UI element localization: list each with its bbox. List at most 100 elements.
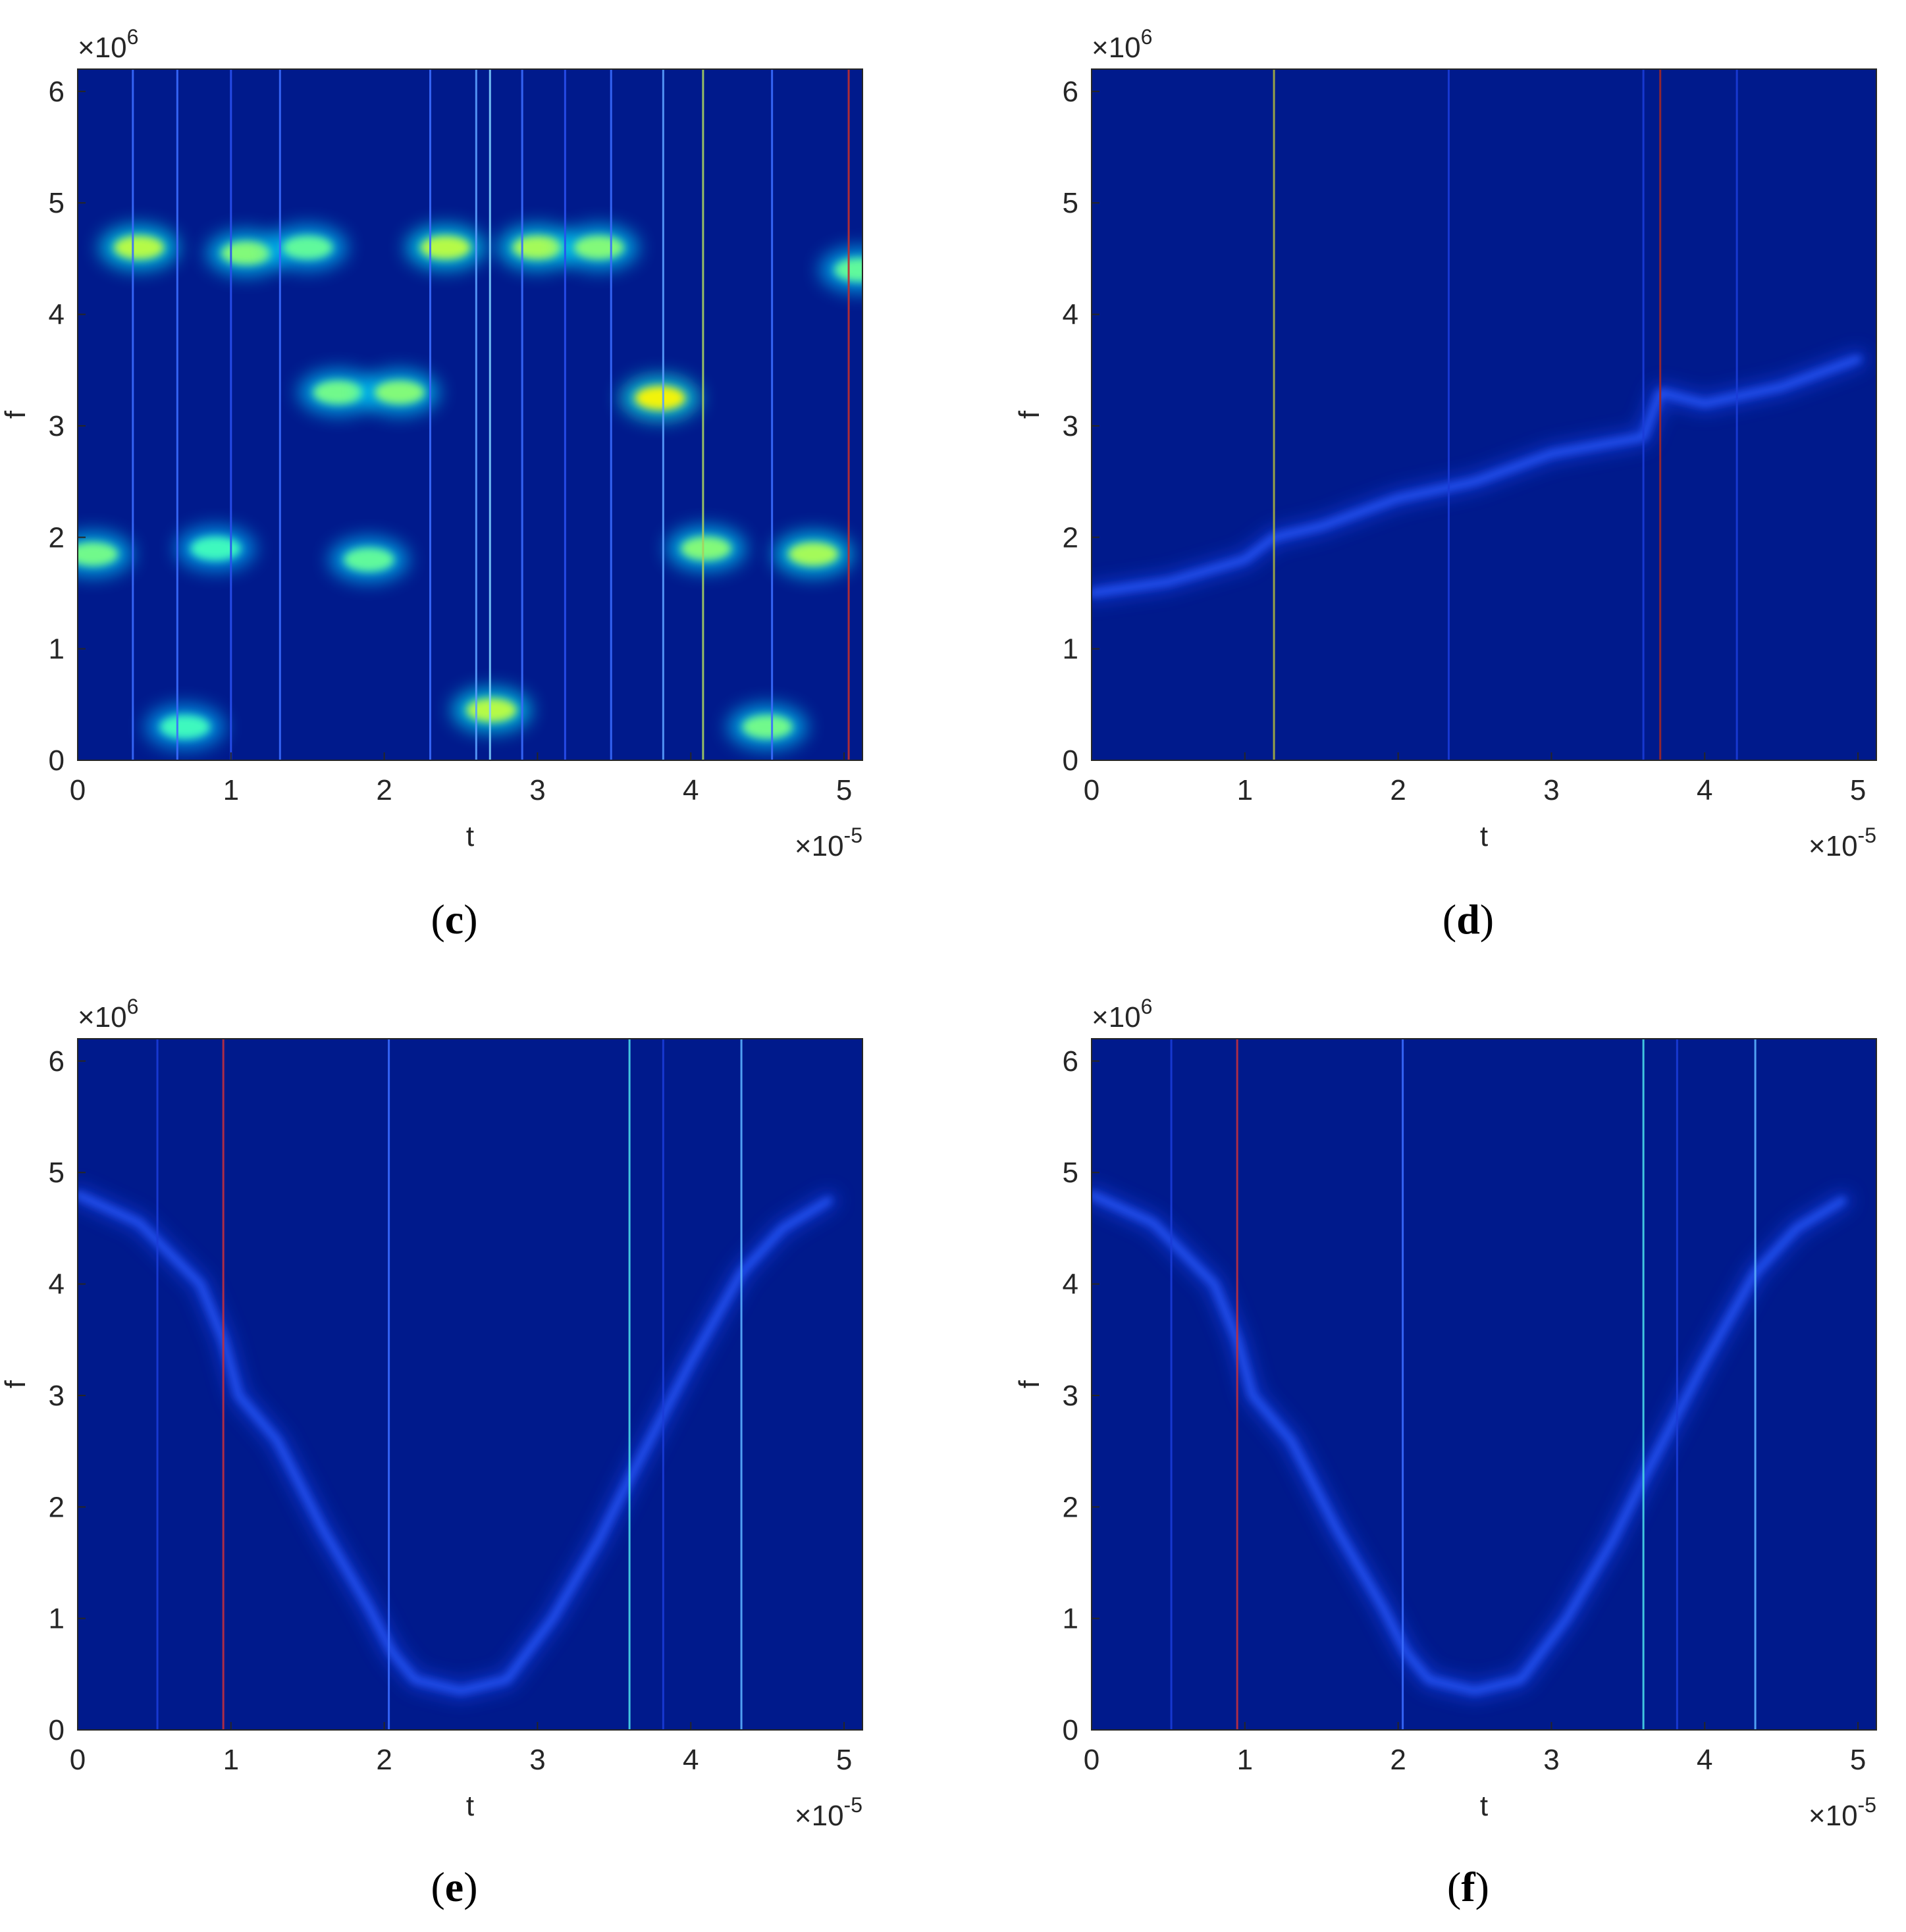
y-exponent-power-c: 6 — [127, 25, 139, 49]
y-tick-label-e-6: 6 — [49, 1045, 65, 1078]
y-tick-label-f-6: 6 — [1063, 1045, 1078, 1078]
x-tick-label-c-5: 5 — [836, 774, 852, 806]
x-exponent-power-e: -5 — [844, 1793, 862, 1817]
x-tick-label-d-0: 0 — [1084, 774, 1099, 806]
x-tick-label-f-3: 3 — [1543, 1744, 1559, 1776]
y-exponent-base-e: ×10 — [78, 1001, 127, 1033]
x-exponent-base-f: ×10 — [1809, 1800, 1858, 1832]
y-tick-label-e-4: 4 — [49, 1268, 65, 1301]
blob-c-2 — [282, 235, 333, 259]
y-tick-label-e-1: 1 — [49, 1603, 65, 1635]
blob-c-12 — [681, 536, 731, 561]
x-tick-label-c-1: 1 — [223, 774, 239, 806]
y-tick-label-d-4: 4 — [1063, 299, 1078, 331]
y-tick-label-e-3: 3 — [49, 1380, 65, 1412]
blob-c-14 — [466, 698, 517, 722]
blob-c-11 — [344, 548, 394, 572]
y-tick-label-f-5: 5 — [1063, 1157, 1078, 1189]
panel-caption-e: (e) — [431, 1864, 478, 1910]
y-exponent-power-e: 6 — [127, 995, 139, 1018]
y-tick-label-d-0: 0 — [1063, 744, 1078, 777]
panel-caption-c: (c) — [431, 896, 478, 943]
x-exponent-base-e: ×10 — [795, 1800, 844, 1832]
y-tick-label-f-1: 1 — [1063, 1603, 1078, 1635]
plot-background-d — [1092, 69, 1876, 760]
y-axis-label-e: f — [0, 1380, 32, 1388]
x-axis-label-d: t — [1480, 820, 1488, 852]
blob-c-16 — [159, 715, 210, 739]
x-tick-label-f-2: 2 — [1390, 1744, 1406, 1776]
x-exponent-d: ×10-5 — [1809, 823, 1876, 862]
x-exponent-c: ×10-5 — [795, 823, 862, 862]
y-exponent-c: ×106 — [78, 25, 138, 64]
plot-background-c — [78, 69, 862, 760]
y-exponent-e: ×106 — [78, 995, 138, 1033]
x-exponent-power-d: -5 — [1858, 823, 1876, 847]
y-exponent-power-d: 6 — [1141, 25, 1153, 49]
y-tick-label-f-3: 3 — [1063, 1380, 1078, 1412]
y-tick-label-f-4: 4 — [1063, 1268, 1078, 1301]
x-axis-label-f: t — [1480, 1790, 1488, 1822]
y-exponent-base-f: ×10 — [1092, 1001, 1141, 1033]
y-tick-label-f-0: 0 — [1063, 1714, 1078, 1746]
blob-c-13 — [788, 542, 839, 566]
x-tick-label-c-4: 4 — [683, 774, 699, 806]
y-tick-label-c-3: 3 — [49, 410, 65, 442]
x-exponent-e: ×10-5 — [795, 1793, 862, 1832]
plot-background-e — [78, 1039, 862, 1730]
y-tick-label-e-0: 0 — [49, 1714, 65, 1746]
x-tick-label-f-1: 1 — [1237, 1744, 1253, 1776]
x-tick-label-d-2: 2 — [1390, 774, 1406, 806]
x-tick-label-d-4: 4 — [1697, 774, 1712, 806]
x-tick-label-d-5: 5 — [1850, 774, 1866, 806]
blob-c-10 — [190, 536, 241, 561]
y-tick-label-c-2: 2 — [49, 521, 65, 554]
panel-caption-f: (f) — [1447, 1864, 1489, 1910]
y-axis-label-d: f — [1013, 410, 1046, 419]
x-axis-label-c: t — [466, 820, 474, 852]
blob-c-6 — [313, 380, 363, 405]
x-exponent-base-d: ×10 — [1809, 830, 1858, 862]
x-exponent-f: ×10-5 — [1809, 1793, 1876, 1832]
y-exponent-base-d: ×10 — [1092, 32, 1141, 64]
x-tick-label-e-2: 2 — [376, 1744, 392, 1776]
x-tick-label-c-2: 2 — [376, 774, 392, 806]
x-tick-label-f-0: 0 — [1084, 1744, 1099, 1776]
y-exponent-f: ×106 — [1092, 995, 1152, 1033]
blob-c-9 — [78, 542, 119, 566]
y-tick-label-e-2: 2 — [49, 1491, 65, 1523]
y-tick-label-c-4: 4 — [49, 299, 65, 331]
x-exponent-base-c: ×10 — [795, 830, 844, 862]
y-exponent-base-c: ×10 — [78, 32, 127, 64]
y-tick-label-d-6: 6 — [1063, 76, 1078, 108]
x-tick-label-f-5: 5 — [1850, 1744, 1866, 1776]
x-tick-label-e-5: 5 — [836, 1744, 852, 1776]
y-tick-label-e-5: 5 — [49, 1157, 65, 1189]
x-exponent-power-c: -5 — [844, 823, 862, 847]
axes-box-e — [77, 1038, 863, 1731]
plot-area-f — [1092, 1039, 1851, 1730]
blob-c-5 — [573, 235, 624, 259]
y-tick-label-c-1: 1 — [49, 633, 65, 666]
x-tick-label-e-3: 3 — [529, 1744, 545, 1776]
blob-c-7 — [374, 380, 425, 405]
x-tick-label-c-0: 0 — [70, 774, 86, 806]
plot-area-c — [78, 69, 862, 760]
axes-box-d — [1091, 68, 1877, 761]
blob-c-4 — [512, 235, 563, 259]
y-tick-label-d-3: 3 — [1063, 410, 1078, 442]
x-axis-label-e: t — [466, 1790, 474, 1822]
y-tick-label-d-1: 1 — [1063, 633, 1078, 666]
y-tick-label-d-5: 5 — [1063, 187, 1078, 219]
x-tick-label-e-0: 0 — [70, 1744, 86, 1776]
y-tick-label-c-6: 6 — [49, 76, 65, 108]
y-exponent-d: ×106 — [1092, 25, 1152, 64]
y-tick-label-d-2: 2 — [1063, 521, 1078, 554]
y-exponent-power-f: 6 — [1141, 995, 1153, 1018]
x-exponent-power-f: -5 — [1858, 1793, 1876, 1817]
blob-c-15 — [742, 715, 793, 739]
